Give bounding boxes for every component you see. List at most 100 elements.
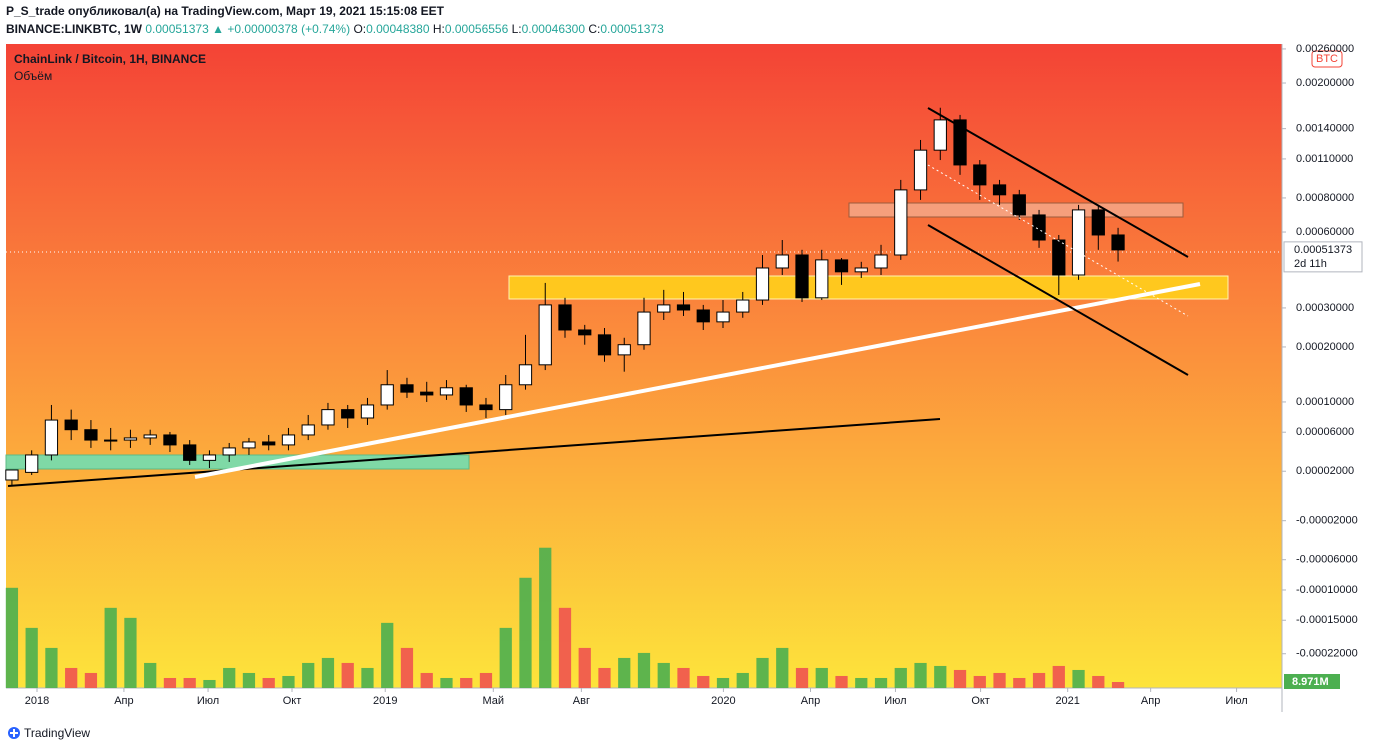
volume-bar xyxy=(262,677,275,688)
tv-logo xyxy=(8,727,20,739)
symbol-line: BINANCE:LINKBTC, 1W 0.00051373 ▲ +0.0000… xyxy=(6,22,664,36)
y-tick-label: -0.00015000 xyxy=(1296,614,1358,626)
candle-body xyxy=(518,364,533,386)
publish-line: P_S_trade опубликовал(а) на TradingView.… xyxy=(6,4,444,18)
candle-body xyxy=(992,184,1007,196)
legend-title: ChainLink / Bitcoin, 1H, BINANCE xyxy=(14,52,206,66)
volume-bar xyxy=(637,652,651,688)
y-tick-label: -0.00002000 xyxy=(1296,515,1358,527)
candle-body xyxy=(874,254,888,269)
currency: BTC xyxy=(1316,53,1338,65)
candle-body xyxy=(183,444,197,461)
price-axis-background xyxy=(1282,44,1380,712)
candle-body xyxy=(854,267,868,273)
ohlc-value: 0.00048380 xyxy=(366,22,430,36)
candle-body xyxy=(163,434,177,446)
volume-bar xyxy=(697,675,710,688)
volume-bar xyxy=(25,627,38,688)
candle-body xyxy=(953,119,967,166)
candle-body xyxy=(716,311,730,323)
y-tick-label: 0.00010000 xyxy=(1296,396,1354,408)
x-tick-label: Авг xyxy=(573,695,590,707)
volume-bar xyxy=(835,675,848,688)
volume-bar xyxy=(1013,677,1026,688)
volume-bar xyxy=(242,672,256,688)
y-tick-label: -0.00010000 xyxy=(1296,584,1358,596)
currency-badge xyxy=(1311,50,1343,68)
volume-bar xyxy=(657,662,670,688)
candle-body xyxy=(499,384,513,411)
volume-bar xyxy=(815,667,828,688)
candle-body xyxy=(104,439,118,442)
last-price: 0.00051373 xyxy=(145,22,209,36)
candle-body xyxy=(755,267,770,301)
candle-body xyxy=(1032,214,1046,241)
volume-bar xyxy=(776,647,789,688)
volume-label: 8.971M xyxy=(1292,676,1329,688)
symbol: BINANCE:LINKBTC, 1W xyxy=(6,22,142,36)
volume-bar xyxy=(223,667,236,688)
volume-bar xyxy=(460,677,473,688)
candle-body xyxy=(64,419,78,431)
volume-bar xyxy=(84,672,98,688)
candle-body xyxy=(84,429,98,441)
volume-bar xyxy=(953,669,967,688)
footer xyxy=(0,712,1380,752)
candle-body xyxy=(479,404,493,411)
ohlc-label: C: xyxy=(588,22,601,36)
y-tick-label: -0.00006000 xyxy=(1296,554,1358,566)
channel-mid xyxy=(927,164,1189,317)
x-tick-label: Май xyxy=(483,695,505,707)
candle-body xyxy=(439,387,454,396)
volume-bar xyxy=(618,657,631,688)
volume-bar xyxy=(934,665,947,688)
candle-body xyxy=(834,259,849,273)
volume-bar xyxy=(716,677,730,688)
plot-background xyxy=(6,44,1282,688)
volume-bar xyxy=(45,647,58,688)
candle-body xyxy=(400,384,414,393)
candle-body xyxy=(360,404,375,419)
ohlc-value: 0.00051373 xyxy=(600,22,664,36)
candle-body xyxy=(676,304,691,311)
candle-body xyxy=(736,299,750,313)
volume-bar xyxy=(479,672,493,688)
channel-top xyxy=(927,107,1189,258)
volume-bar xyxy=(1111,682,1125,688)
volume-bar xyxy=(519,577,532,688)
candle-body xyxy=(894,189,908,256)
candle-body xyxy=(657,304,671,313)
volume-bar xyxy=(993,672,1006,688)
last-price-box xyxy=(1283,241,1363,273)
candle-body xyxy=(202,454,217,461)
candle-body xyxy=(775,254,789,269)
candle-body xyxy=(1071,209,1086,276)
candle-body xyxy=(420,391,434,396)
candle-body xyxy=(25,454,39,473)
candle-body xyxy=(459,387,473,406)
volume-bar xyxy=(302,662,315,688)
brand: TradingView xyxy=(24,726,90,740)
y-tick-label: -0.00022000 xyxy=(1296,648,1358,660)
volume-bar xyxy=(855,677,868,688)
volume-legend: Объём xyxy=(14,69,52,83)
volume-bar xyxy=(203,679,216,688)
ohlc-label: O: xyxy=(353,22,367,36)
volume-bar xyxy=(973,675,986,688)
candle-body xyxy=(1111,234,1125,251)
volume-bar xyxy=(578,647,591,688)
x-tick-label: Июл xyxy=(1225,695,1247,707)
volume-label-box xyxy=(1284,674,1340,690)
volume-bar xyxy=(1032,672,1046,688)
candle-body xyxy=(1052,239,1066,276)
volume-bar xyxy=(499,627,512,688)
volume-bar xyxy=(420,672,433,688)
volume-bar xyxy=(539,547,552,688)
y-tick-label: 0.00080000 xyxy=(1296,192,1354,204)
candle-body xyxy=(222,447,236,456)
candle-body xyxy=(262,441,276,446)
volume-bar xyxy=(361,667,374,688)
candle-body xyxy=(617,344,631,356)
